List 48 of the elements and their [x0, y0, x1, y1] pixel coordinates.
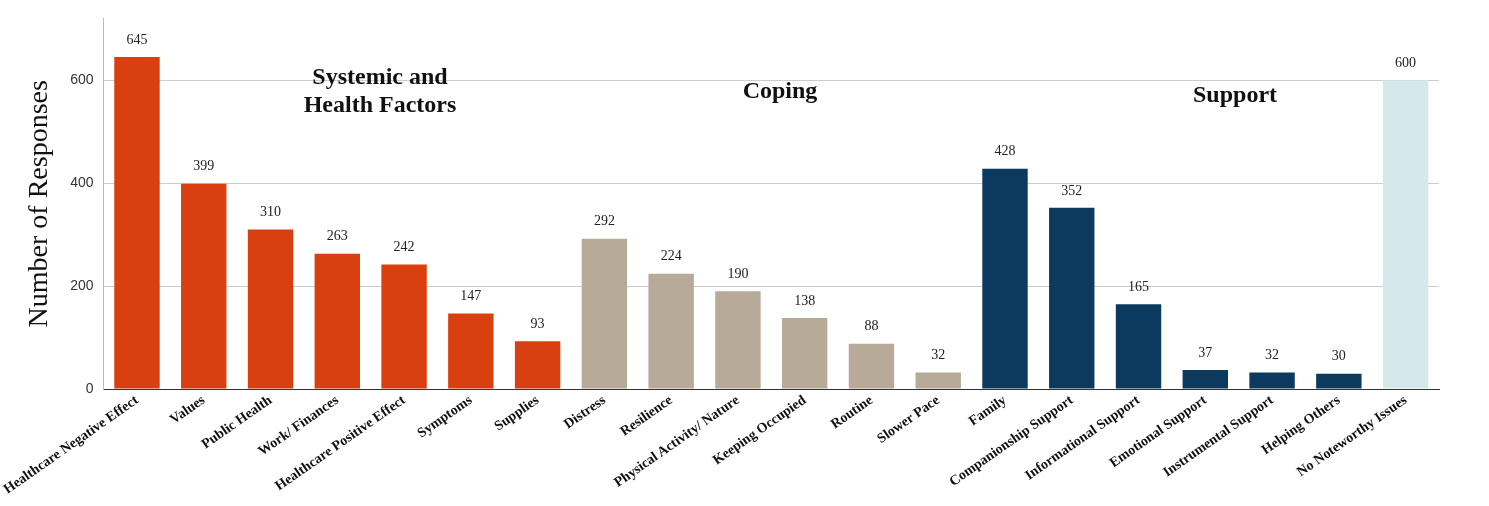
data-label: 165 [1128, 278, 1150, 294]
data-label: 645 [126, 31, 148, 47]
data-label: 292 [593, 213, 615, 229]
bar [648, 273, 694, 389]
bar [1316, 373, 1362, 389]
data-label: 242 [393, 239, 415, 255]
annotation: Coping [742, 77, 818, 104]
bar [581, 238, 628, 389]
bar [1249, 372, 1295, 389]
bar [247, 229, 294, 389]
data-label: 399 [193, 158, 215, 174]
data-label: 263 [326, 228, 348, 244]
data-label: 310 [260, 204, 282, 220]
y-tick-label: 200 [70, 276, 94, 293]
data-label: 352 [1061, 182, 1083, 198]
y-axis-title: Number of Responses [21, 80, 53, 328]
data-label: 30 [1331, 348, 1346, 364]
y-tick-label: 400 [70, 174, 94, 191]
bar [314, 253, 360, 389]
data-label: 138 [794, 292, 816, 308]
y-tick-label: 0 [85, 379, 94, 396]
bar [781, 318, 828, 389]
data-label: 190 [727, 265, 749, 281]
data-label: 93 [530, 315, 545, 331]
bar [514, 341, 561, 389]
y-tick-label: 600 [70, 71, 94, 88]
bar [1115, 304, 1162, 389]
data-label: 224 [660, 248, 682, 264]
data-label: 600 [1395, 54, 1417, 70]
bar [1182, 370, 1229, 389]
bar [1382, 80, 1429, 389]
bar [715, 291, 761, 389]
data-label: 88 [864, 318, 879, 334]
annotation: Systemic and Health Factors [303, 63, 457, 118]
bar [448, 313, 494, 389]
data-label: 32 [931, 347, 946, 363]
data-label: 32 [1265, 347, 1280, 363]
bar [915, 372, 961, 389]
data-label: 428 [994, 143, 1016, 159]
data-label: 147 [460, 288, 482, 304]
data-label: 37 [1198, 344, 1213, 360]
bar [848, 343, 895, 389]
bar [114, 57, 160, 389]
annotation: Support [1192, 81, 1278, 108]
bar [181, 183, 227, 389]
bar [982, 168, 1028, 389]
bar [381, 264, 427, 389]
bar [1049, 207, 1095, 389]
